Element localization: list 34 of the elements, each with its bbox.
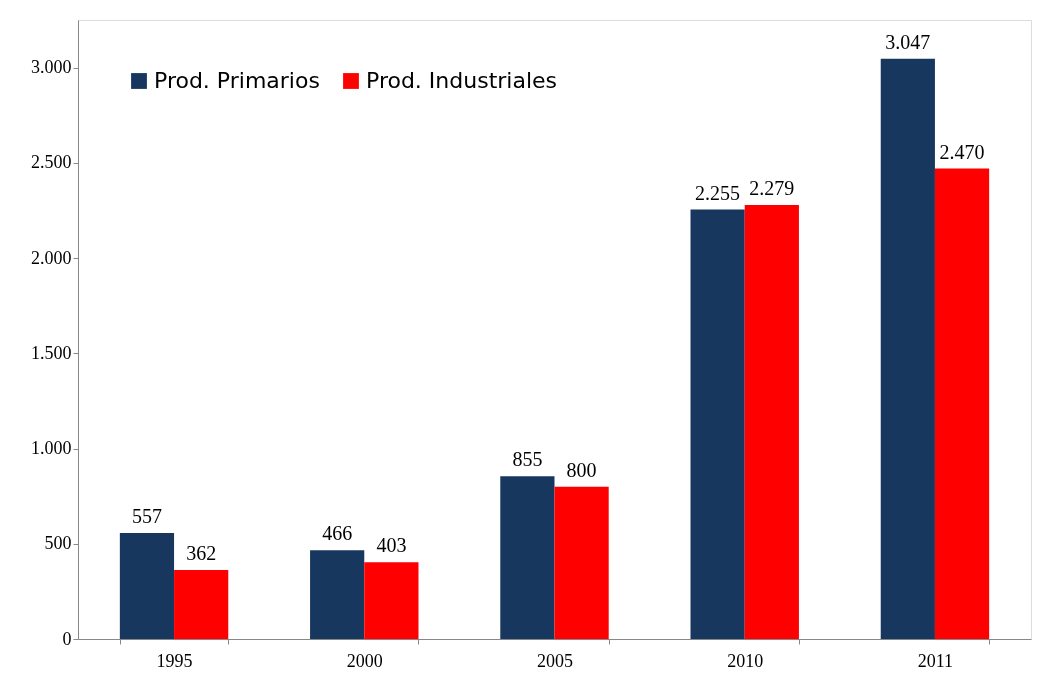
data-label: 855 [512,448,543,471]
data-label: 403 [376,534,407,557]
bar [310,550,365,639]
data-label: 2.470 [939,140,985,163]
bar [554,486,609,639]
bar [174,570,229,639]
data-label: 2.255 [695,181,741,204]
data-label: 800 [566,458,597,481]
bar [119,532,175,639]
x-tick-label: 2005 [537,650,573,671]
legend-label: Prod. Primarios [154,68,320,93]
y-tick-label: 2.500 [31,152,72,173]
x-tick-label: 1995 [156,650,193,671]
y-tick-label: 0 [62,628,72,649]
y-tick-label: 1.000 [31,438,72,459]
legend-label: Prod. Industriales [366,68,558,93]
x-tick-label: 2010 [727,650,764,671]
data-label: 557 [131,504,162,527]
data-label: 466 [322,522,353,545]
y-tick-label: 2.000 [31,247,72,268]
bar [690,209,745,639]
data-label: 3.047 [885,30,931,53]
x-tick-label: 2000 [346,650,383,671]
data-label: 2.279 [749,176,795,199]
bar [744,204,799,639]
bar [364,562,419,639]
bar [500,476,555,639]
data-label: 362 [186,542,217,565]
y-tick-label: 3.000 [31,57,72,78]
bar [934,168,990,639]
bar [880,58,935,639]
x-tick-label: 2011 [917,650,954,671]
y-tick-label: 1.500 [31,342,72,363]
y-tick-label: 500 [44,533,72,554]
